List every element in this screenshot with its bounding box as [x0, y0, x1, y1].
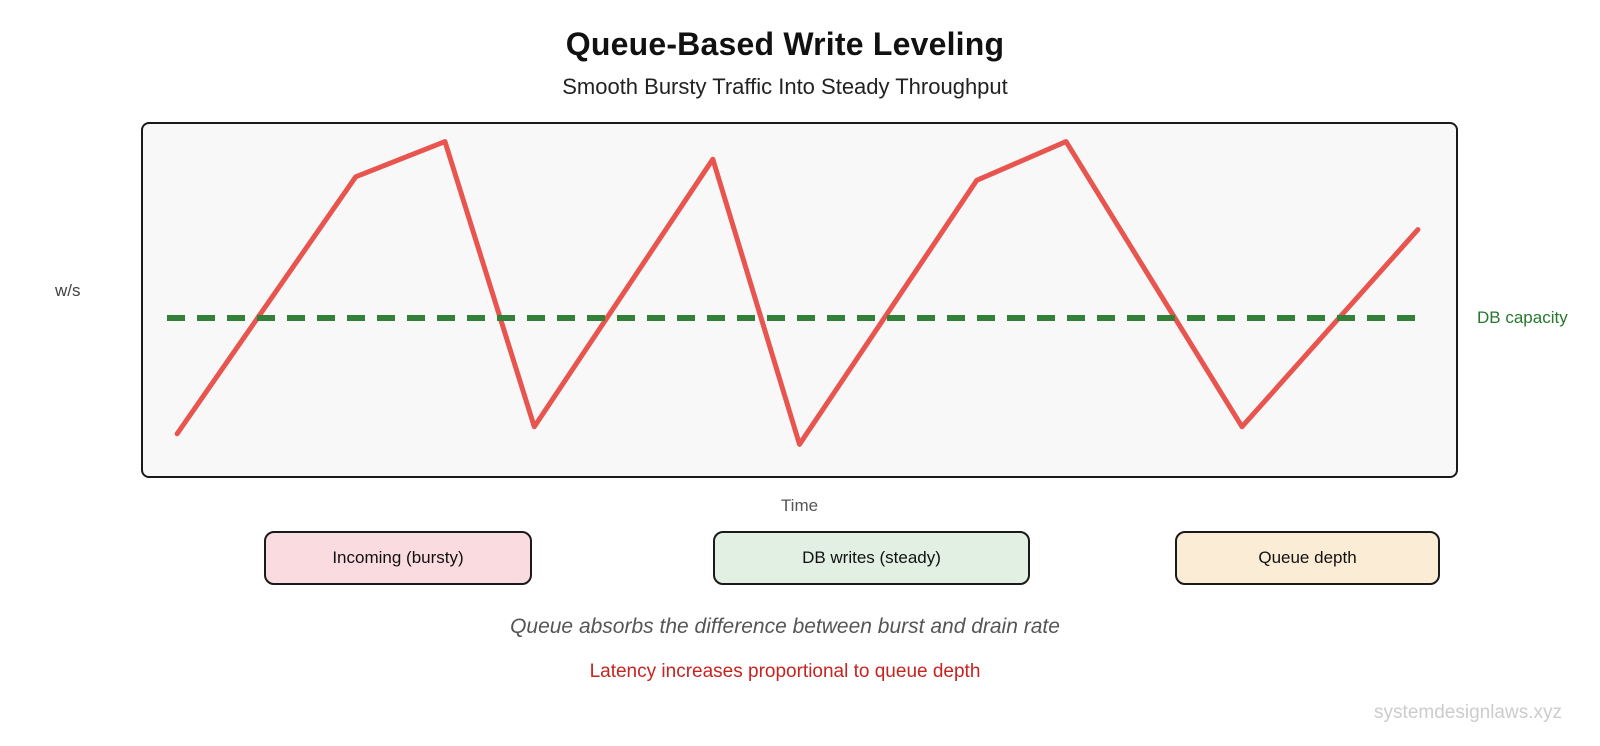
incoming-line [177, 142, 1418, 445]
page-subtitle: Smooth Bursty Traffic Into Steady Throug… [562, 74, 1008, 99]
db-capacity-label: DB capacity [1477, 308, 1568, 327]
chart-area [141, 122, 1458, 478]
db-capacity-line [167, 314, 1424, 321]
legend-item-db-writes: DB writes (steady) [713, 531, 1030, 585]
legend-item-queue-depth-label: Queue depth [1258, 548, 1357, 567]
legend-item-db-writes-label: DB writes (steady) [802, 548, 941, 567]
y-axis-label: w/s [55, 281, 81, 300]
note-latency-warning: Latency increases proportional to queue … [589, 661, 981, 682]
x-axis-label: Time [780, 496, 819, 515]
legend-item-incoming: Incoming (bursty) [264, 531, 532, 585]
page-title: Queue-Based Write Leveling [565, 26, 1005, 62]
note-queue-absorbs: Queue absorbs the difference between bur… [510, 615, 1060, 638]
legend-item-incoming-label: Incoming (bursty) [332, 548, 464, 567]
watermark: systemdesignlaws.xyz [1374, 702, 1562, 723]
incoming-bursty-series [143, 124, 1456, 476]
legend-item-queue-depth: Queue depth [1175, 531, 1440, 585]
